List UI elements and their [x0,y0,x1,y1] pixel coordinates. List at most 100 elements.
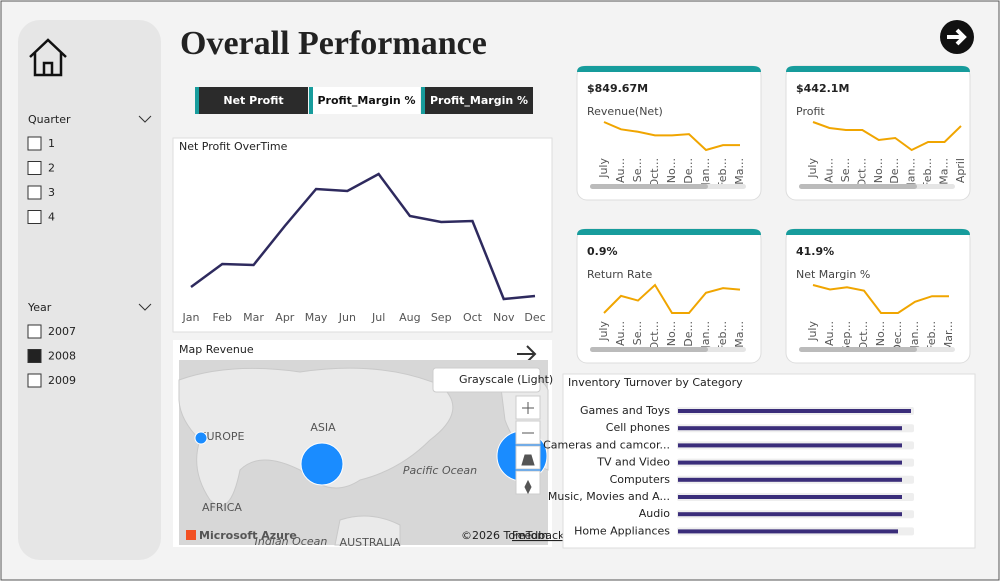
x-tick-label: Feb... [921,158,934,188]
card-label: Revenue(Net) [587,105,663,118]
x-tick-label: Au... [614,321,627,346]
x-tick-label: April [954,158,967,183]
sidebar [18,20,161,560]
x-tick-label: Nov [493,311,515,324]
checkbox[interactable] [27,136,42,151]
card-accent [786,229,970,235]
x-tick-label: Se... [631,158,644,182]
x-tick-label: Jun [338,311,356,324]
slicer-title: Quarter [28,113,71,126]
card-value: $849.67M [587,82,648,95]
bar [678,443,902,448]
map-bubble [194,431,208,445]
style-button-label: Grayscale (Light) [459,373,553,386]
y-tick-label: Audio [639,507,671,520]
x-tick-label: Oct... [857,321,870,351]
tab-label: Net Profit [223,94,283,107]
expand-arrow[interactable] [517,345,537,363]
card-label: Net Margin % [796,268,870,281]
x-tick-label: July [806,321,819,342]
x-tick-label: Feb... [716,321,729,351]
x-tick-label: No... [665,158,678,183]
x-tick-label: No... [874,321,887,346]
x-tick-label: De... [682,158,695,184]
line [190,172,536,301]
map-control-icons [521,402,535,495]
slicer-chevron[interactable] [138,115,152,123]
card-value: 0.9% [587,245,618,258]
map-feedback[interactable]: Feedback [512,529,565,542]
y-tick-label: Home Appliances [574,524,670,537]
card-label: Return Rate [587,268,652,281]
card-accent [786,66,970,72]
sparkline [812,121,962,152]
card-value: 41.9% [796,245,834,258]
style-button[interactable] [432,367,541,393]
chart-title: Net Profit OverTime [179,140,288,153]
y-tick-label: Cameras and camcor... [543,438,670,451]
x-tick-label: Aug [399,311,420,324]
map-label: AUSTRALIA [340,536,401,549]
x-tick-label: July [597,321,610,342]
x-tick-label: Se... [631,321,644,345]
bar [678,426,902,431]
home-icon[interactable] [29,38,67,77]
slicer-option: 4 [48,211,55,224]
x-tick-label: July [806,158,819,179]
bar [678,495,902,499]
x-tick-label: Ma... [938,158,951,185]
sparkline [603,121,740,152]
map-brand: Microsoft Azure [199,529,297,542]
tab-accent [309,87,313,114]
x-tick-label: Au... [823,321,836,346]
scrollbar-thumb[interactable] [799,347,917,352]
checkbox[interactable] [27,349,42,363]
x-tick-label: July [597,158,610,179]
tab[interactable] [195,87,308,114]
scrollbar-thumb[interactable] [590,347,708,352]
checkbox[interactable] [27,185,42,200]
x-tick-label: Mar [243,311,264,324]
slicer-option: 3 [48,186,55,199]
y-tick-label: Music, Movies and A... [548,490,670,503]
map-label: Indian Ocean [255,535,328,548]
x-tick-label: Au... [614,158,627,183]
scrollbar-thumb[interactable] [799,184,917,189]
checkbox[interactable] [27,324,42,339]
scrollbar-thumb[interactable] [590,184,708,189]
x-tick-label: Jan... [905,158,918,186]
slicer-option: 2008 [48,350,76,363]
card-accent [577,229,761,235]
x-tick-label: Sep [431,311,452,324]
tab-accent [195,87,199,114]
checkbox[interactable] [27,373,42,388]
x-tick-label: Sep... [840,321,853,352]
next-button[interactable] [940,20,974,54]
x-tick-label: Feb... [716,158,729,188]
x-tick-label: Ma... [733,321,746,348]
slicer-option: 2007 [48,325,76,338]
checkbox[interactable] [27,210,42,224]
x-tick-label: No... [665,321,678,346]
x-tick-label: Apr [275,311,295,324]
slicer-chevron[interactable] [138,303,152,311]
x-tick-label: May [305,311,328,324]
y-tick-label: Cell phones [606,421,670,434]
x-tick-label: Se... [839,158,852,182]
y-tick-label: TV and Video [596,456,670,469]
sparkline [603,283,741,314]
card-accent [577,66,761,72]
tab[interactable] [309,87,420,114]
map-label: AFRICA [202,501,242,514]
map-label: EUROPE [200,430,245,443]
checkbox[interactable] [27,161,42,175]
chart-panel [172,137,553,333]
x-tick-label: No... [872,158,885,183]
x-tick-label: Jan... [699,158,712,186]
tab[interactable] [421,87,533,114]
x-tick-label: Feb... [925,321,938,351]
slicer-option: 2009 [48,374,76,387]
map-title: Map Revenue [179,343,254,356]
tab-label: Profit_Margin % [430,94,528,107]
